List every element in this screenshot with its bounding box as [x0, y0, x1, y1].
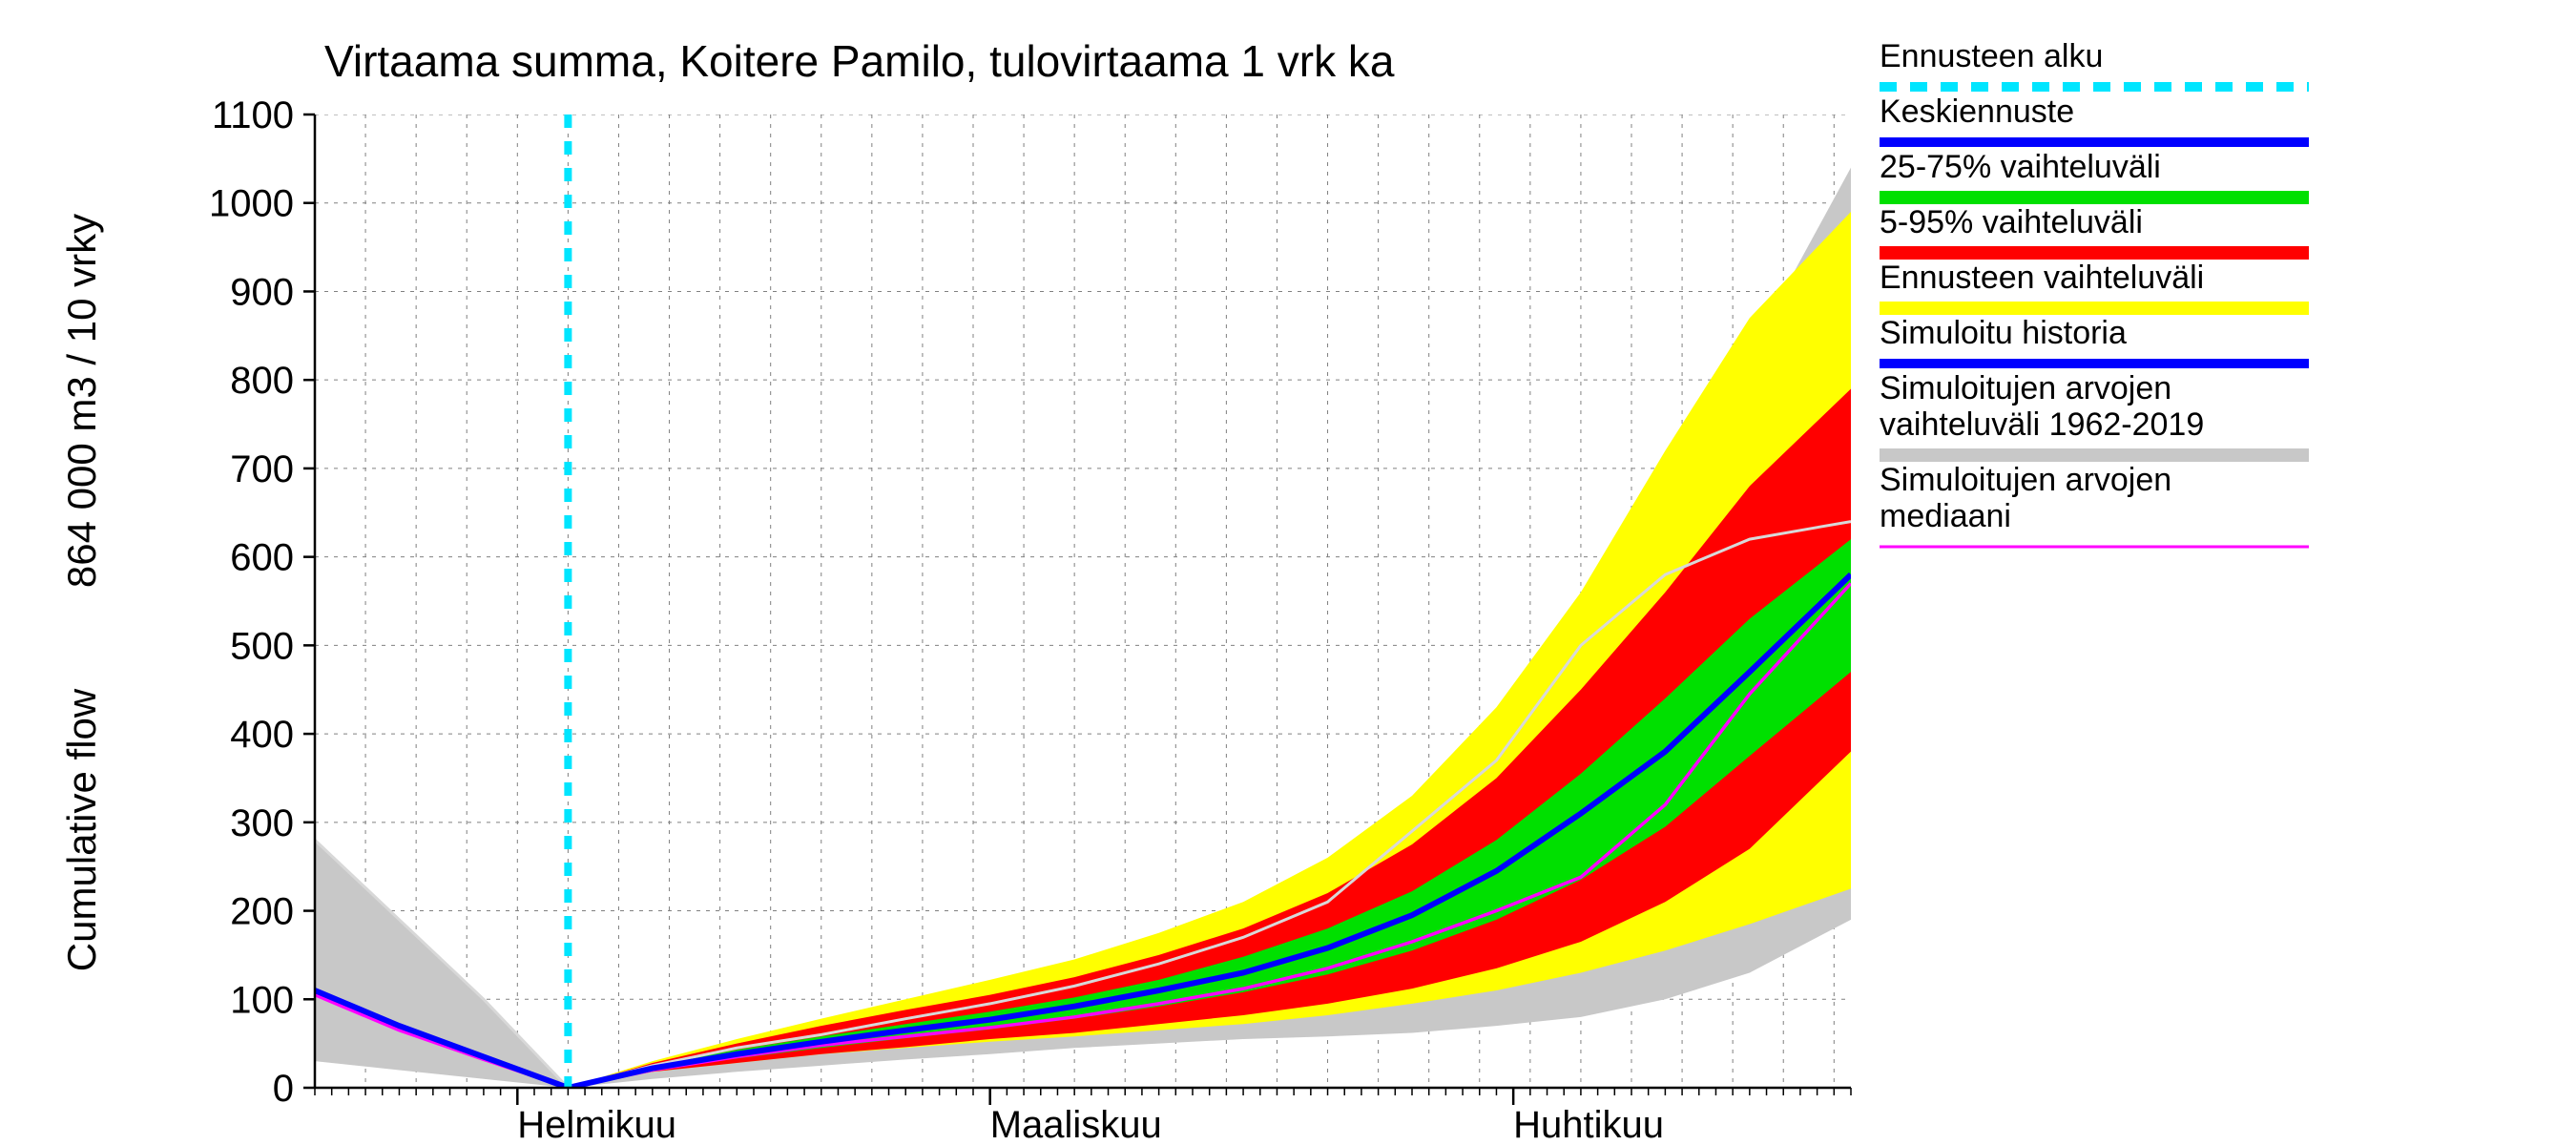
- legend-label: Ennusteen vaihteluväli: [1880, 260, 2204, 296]
- legend: Ennusteen alku Keskiennuste 25-75% vaihtel…: [1880, 38, 2309, 547]
- y-tick-label: 900: [230, 271, 294, 313]
- legend-swatch: [1880, 302, 2309, 315]
- x-month-label: Huhtikuu: [1513, 1104, 1664, 1145]
- y-tick-label: 1000: [209, 183, 294, 225]
- legend-label: mediaani: [1880, 498, 2011, 534]
- legend-label: Keskiennuste: [1880, 94, 2074, 130]
- y-tick-label: 1100: [212, 94, 294, 136]
- y-axis-label: 864 000 m3 / 10 vrky Cumulative flow: [59, 214, 104, 971]
- y-tick-label: 400: [230, 714, 294, 756]
- legend-label: vaihteluväli 1962-2019: [1880, 406, 2204, 443]
- legend-label: Simuloitu historia: [1880, 315, 2127, 351]
- legend-label: Ennusteen alku: [1880, 38, 2103, 74]
- legend-label: 25-75% vaihteluväli: [1880, 149, 2161, 185]
- legend-label: 5-95% vaihteluväli: [1880, 204, 2143, 240]
- y-tick-label: 600: [230, 537, 294, 579]
- legend-swatch: [1880, 246, 2309, 260]
- chart-svg: 0 100 200 300 400 500 600 700 800 900 1000 1100 Helm…: [0, 0, 2576, 1145]
- legend-label: Simuloitujen arvojen: [1880, 462, 2171, 498]
- y-tick-label: 200: [230, 891, 294, 933]
- y-tick-label: 500: [230, 625, 294, 667]
- y-tick-label: 700: [230, 448, 294, 490]
- chart-container: 0 100 200 300 400 500 600 700 800 900 1000 1100 Helm…: [0, 0, 2576, 1145]
- legend-swatch: [1880, 191, 2309, 204]
- legend-swatch: [1880, 448, 2309, 462]
- legend-label: Simuloitujen arvojen: [1880, 370, 2171, 406]
- chart-title: Virtaama summa, Koitere Pamilo, tulovirt…: [324, 36, 1395, 86]
- x-month-label: Helmikuu: [517, 1104, 676, 1145]
- x-month-label: Maaliskuu: [990, 1104, 1162, 1145]
- y-tick-label: 0: [273, 1068, 294, 1110]
- y-tick-label: 300: [230, 802, 294, 844]
- y-tick-label: 100: [230, 979, 294, 1021]
- y-tick-label: 800: [230, 360, 294, 402]
- forecast-bands: [315, 114, 1851, 1088]
- y-axis-label-line2: Cumulative flow: [59, 688, 104, 971]
- y-axis-label-line1: 864 000 m3 / 10 vrky: [59, 214, 104, 588]
